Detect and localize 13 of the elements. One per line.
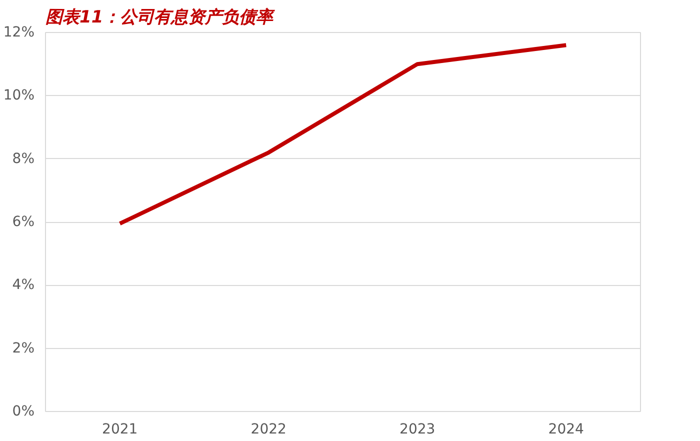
chart-title: 图表11：公司有息资产负债率 xyxy=(46,8,276,28)
y-tick-label: 2% xyxy=(12,340,35,356)
y-tick-label: 12% xyxy=(3,24,35,40)
y-tick-label: 8% xyxy=(12,150,35,167)
y-tick-label: 0% xyxy=(12,404,35,420)
x-tick-label: 2024 xyxy=(548,422,584,438)
y-tick-label: 6% xyxy=(12,214,35,230)
x-tick-label: 2021 xyxy=(102,422,138,438)
x-tick-label: 2023 xyxy=(400,422,436,438)
y-tick-label: 4% xyxy=(12,277,35,294)
x-tick-label: 2022 xyxy=(250,422,286,438)
line-series xyxy=(118,43,568,226)
y-tick-label: 10% xyxy=(3,88,35,104)
